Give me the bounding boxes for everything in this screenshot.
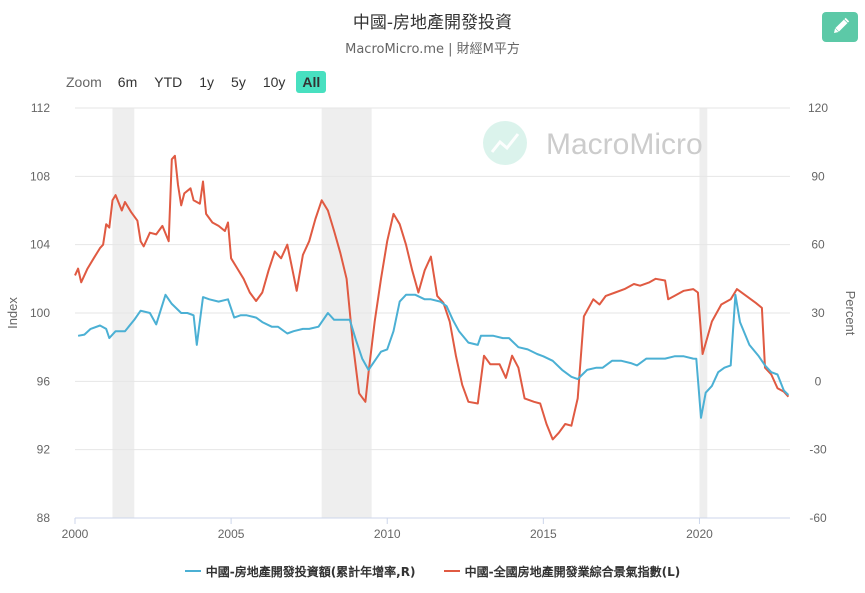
series-line-investment-growth[interactable] [77,293,790,419]
y-left-tick-label: 112 [31,101,50,115]
y-left-tick-label: 104 [30,238,50,252]
y-right-tick-label: -60 [809,511,827,525]
y-right-tick-label: -30 [809,443,827,457]
zoom-5y-button[interactable]: 5y [231,74,246,90]
zoom-all-button[interactable]: All [296,71,327,93]
series-line-climate-index[interactable] [74,154,790,441]
y-left-axis-title: Index [5,297,20,329]
y-left-tick-label: 96 [37,374,51,388]
edit-button[interactable] [822,12,858,42]
y-right-tick-label: 120 [808,101,828,115]
legend-swatch-blue [184,570,201,572]
y-left-tick-label: 88 [37,511,51,525]
y-left-tick-label: 92 [37,443,51,457]
zoom-1y-button[interactable]: 1y [199,74,215,90]
chart-title: 中國-房地產開發投資 [352,13,513,33]
legend-item-blue[interactable]: 中國-房地產開發投資額(累計年增率,R) [184,563,416,580]
legend-label-blue: 中國-房地產開發投資額(累計年增率,R) [205,564,416,579]
zoom-ytd-button[interactable]: YTD [154,74,183,90]
y-left-tick-label: 108 [30,169,50,183]
y-left-tick-label: 100 [30,306,50,320]
pencil-icon [833,17,850,34]
chart-area: MacroMicro 2000 2005 2010 2015 2020 112 108 10… [5,101,858,541]
zoom-label: Zoom [66,74,102,90]
zoom-10y-button[interactable]: 10y [262,74,286,90]
legend-item-red[interactable]: 中國-全國房地產開發業綜合景氣指數(L) [443,563,681,580]
legend-label-red: 中國-全國房地產開發業綜合景氣指數(L) [464,564,681,579]
x-tick-label: 2015 [530,527,557,541]
x-tick-label: 2010 [374,527,401,541]
zoom-bar: Zoom 6m YTD 1y 5y 10y All [66,70,331,94]
zoom-6m-button[interactable]: 6m [117,74,138,90]
y-right-tick-label: 60 [811,238,825,252]
y-right-axis-title: Percent [843,291,858,336]
watermark-text: MacroMicro [546,128,703,161]
watermark-logo-icon [483,121,527,165]
chart-subtitle: MacroMicro.me | 財經M平方 [345,42,520,57]
y-right-tick-label: 30 [811,306,825,320]
x-tick-label: 2020 [686,527,713,541]
x-tick-label: 2005 [218,527,245,541]
legend-swatch-red [443,570,460,572]
y-right-tick-label: 0 [815,374,822,388]
y-right-tick-label: 90 [811,169,825,183]
watermark: MacroMicro [483,121,703,165]
x-tick-label: 2000 [62,527,89,541]
legend: 中國-房地產開發投資額(累計年增率,R) 中國-全國房地產開發業綜合景氣指數(L… [0,561,865,580]
